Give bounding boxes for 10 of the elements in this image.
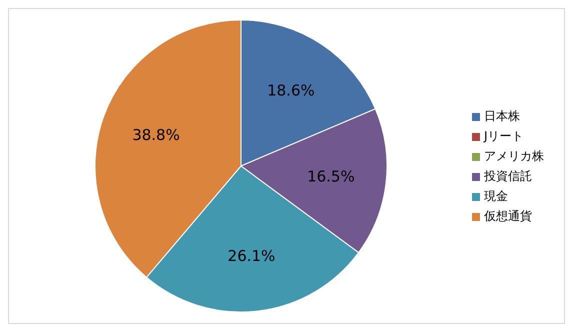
legend-label: Jリート (484, 129, 524, 143)
data-label: 38.8% (132, 126, 180, 144)
data-label: 26.1% (228, 246, 276, 265)
legend-label: 仮想通貨 (484, 209, 532, 223)
data-label: 18.6% (267, 82, 315, 100)
legend-label: 日本株 (484, 109, 520, 123)
data-label: 16.5% (307, 168, 355, 186)
legend-label: アメリカ株 (484, 149, 544, 163)
legend-label: 現金 (484, 189, 508, 203)
legend-label: 投資信託 (484, 169, 532, 183)
